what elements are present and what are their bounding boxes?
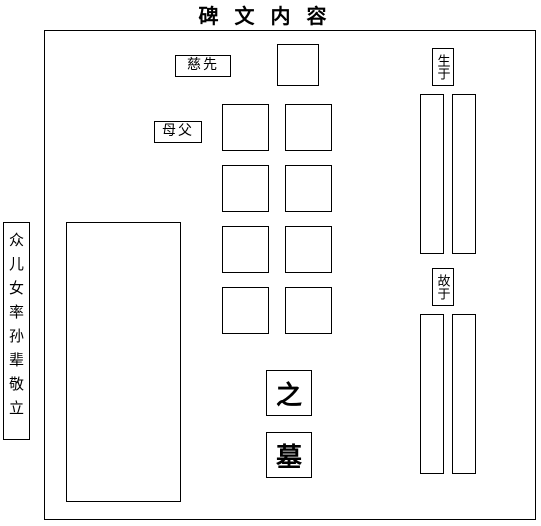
dedication-panel <box>66 222 181 502</box>
birth-column <box>452 94 476 254</box>
side-col-char: 敬 <box>9 373 24 397</box>
side-col-char: 立 <box>9 397 24 421</box>
label-shengyu: 生于 <box>432 48 454 86</box>
char-zhi: 之 <box>266 370 312 416</box>
side-col-char: 率 <box>9 301 24 325</box>
grid-cell <box>222 104 269 151</box>
side-col-char: 女 <box>9 277 24 301</box>
death-column <box>452 314 476 474</box>
label-mufu: 母父 <box>154 121 202 143</box>
grid-cell <box>285 287 332 334</box>
char-mu: 墓 <box>266 432 312 478</box>
side-col-char: 辈 <box>9 349 24 373</box>
page-title: 碑文内容 <box>0 0 541 29</box>
birth-column <box>420 94 444 254</box>
side-col-char: 儿 <box>9 253 24 277</box>
grid-cell <box>285 226 332 273</box>
label-guyu: 故于 <box>432 268 454 306</box>
side-column: 众儿女率孙辈敬立 <box>3 222 30 440</box>
side-col-char: 众 <box>9 229 24 253</box>
grid-cell <box>222 226 269 273</box>
side-col-char: 孙 <box>9 325 24 349</box>
death-column <box>420 314 444 474</box>
top-empty-box <box>277 44 319 86</box>
grid-cell <box>285 104 332 151</box>
label-cixian: 慈先 <box>175 55 231 77</box>
grid-cell <box>222 165 269 212</box>
grid-cell <box>222 287 269 334</box>
grid-cell <box>285 165 332 212</box>
